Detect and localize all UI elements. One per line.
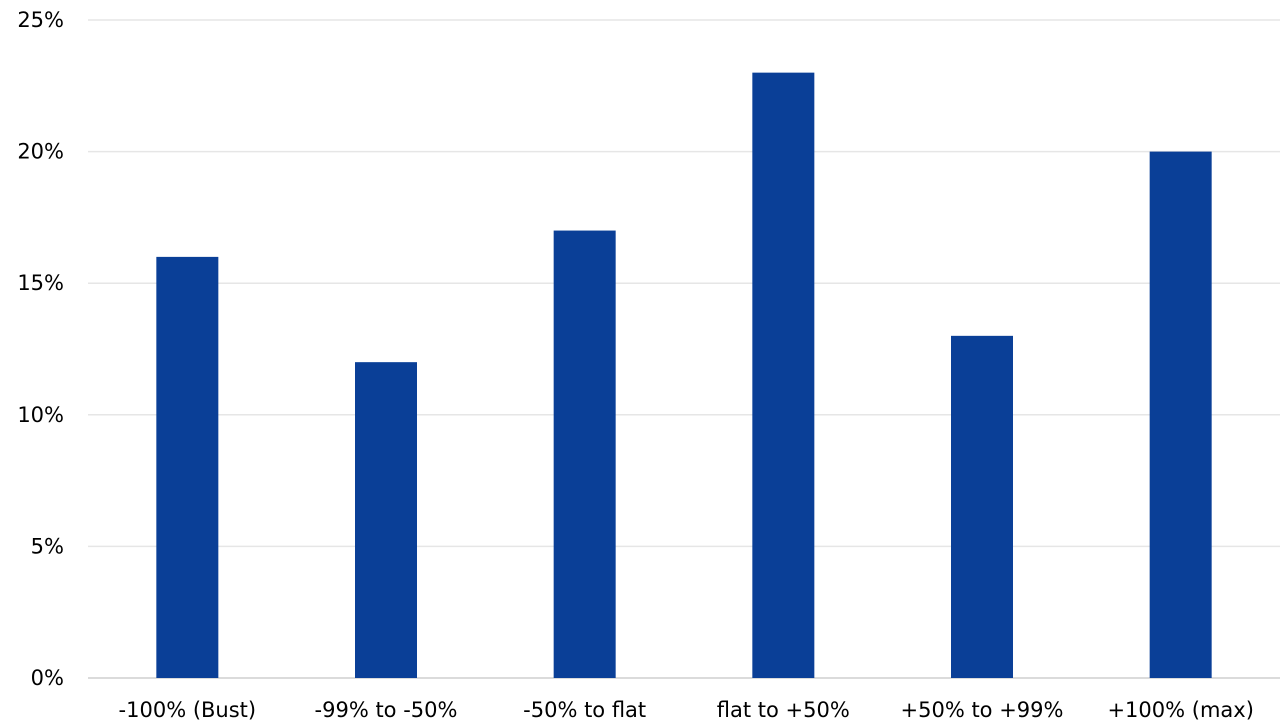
bar (1149, 151, 1212, 679)
bars (156, 72, 1212, 679)
bar (355, 362, 417, 678)
y-tick-label: 0% (31, 666, 64, 690)
gridlines (88, 19, 1280, 679)
x-tick-label: +100% (max) (1107, 698, 1253, 722)
x-tick-label: -50% to flat (523, 698, 646, 722)
bar (156, 256, 219, 678)
bar (752, 72, 815, 678)
y-tick-label: 10% (17, 403, 64, 427)
x-tick-label: -99% to -50% (315, 698, 458, 722)
x-tick-label: -100% (Bust) (119, 698, 257, 722)
x-tick-label: flat to +50% (717, 698, 850, 722)
bar (951, 335, 1013, 678)
bar (553, 230, 616, 678)
y-tick-label: 5% (31, 534, 64, 558)
x-axis-ticks: -100% (Bust) -99% to -50% -50% to flat flat… (119, 698, 1254, 722)
y-axis-ticks: 0% 5% 10% 15% 20% 25% (17, 8, 64, 690)
y-tick-label: 20% (17, 140, 64, 164)
x-tick-label: +50% to +99% (901, 698, 1064, 722)
y-tick-label: 15% (17, 271, 64, 295)
y-tick-label: 25% (17, 8, 64, 32)
